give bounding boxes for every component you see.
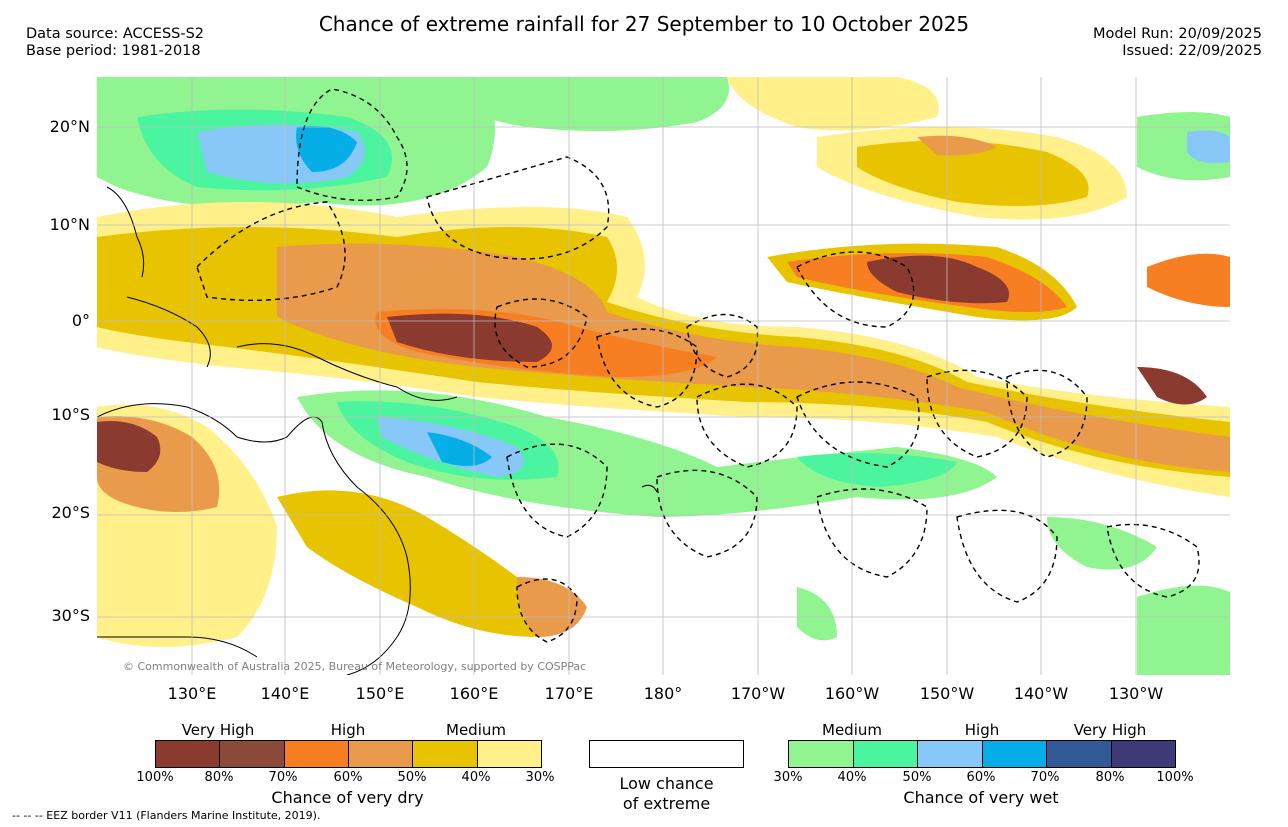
wet-colorbar bbox=[788, 740, 1176, 768]
dry-tick-40: 40% bbox=[456, 770, 496, 785]
dry-tick-80: 80% bbox=[199, 770, 239, 785]
lat-label-20n: 20°N bbox=[30, 117, 90, 136]
lat-label-10n: 10°N bbox=[30, 215, 90, 234]
wet-tick-50: 50% bbox=[897, 770, 937, 785]
dry-tick-50: 50% bbox=[392, 770, 432, 785]
lat-label-30s: 30°S bbox=[30, 606, 90, 625]
dry-level-high: High bbox=[308, 721, 388, 739]
wet-level-very-high: Very High bbox=[1060, 721, 1160, 739]
lon-label-170w: 170°W bbox=[718, 684, 798, 703]
lon-label-130e: 130°E bbox=[152, 684, 232, 703]
dry-tick-30: 30% bbox=[520, 770, 560, 785]
lon-label-160e: 160°E bbox=[434, 684, 514, 703]
wet-level-high: High bbox=[942, 721, 1022, 739]
lon-label-150w: 150°W bbox=[907, 684, 987, 703]
rainfall-map bbox=[97, 77, 1230, 675]
wet-swatch-5 bbox=[1047, 741, 1112, 767]
lat-label-20s: 20°S bbox=[30, 503, 90, 522]
dry-swatch-3 bbox=[285, 741, 349, 767]
dry-swatch-6 bbox=[478, 741, 541, 767]
dry-tick-60: 60% bbox=[328, 770, 368, 785]
data-info: Data source: ACCESS-S2 Base period: 1981… bbox=[26, 26, 204, 60]
wet-swatch-1 bbox=[789, 741, 854, 767]
map-credit: © Commonwealth of Australia 2025, Bureau… bbox=[123, 660, 586, 673]
lat-label-10s: 10°S bbox=[30, 405, 90, 424]
neutral-swatch bbox=[589, 740, 744, 768]
dry-level-medium: Medium bbox=[426, 721, 526, 739]
dry-caption: Chance of very dry bbox=[155, 788, 540, 807]
wet-tick-60: 60% bbox=[961, 770, 1001, 785]
neutral-caption-2: of extreme bbox=[589, 794, 744, 813]
dry-level-very-high: Very High bbox=[168, 721, 268, 739]
wet-caption: Chance of very wet bbox=[788, 788, 1174, 807]
data-source-label: Data source: ACCESS-S2 bbox=[26, 26, 204, 43]
neutral-caption-1: Low chance bbox=[589, 774, 744, 793]
dry-tick-70: 70% bbox=[263, 770, 303, 785]
wet-swatch-4 bbox=[983, 741, 1048, 767]
dry-swatch-1 bbox=[156, 741, 220, 767]
wet-tick-30: 30% bbox=[768, 770, 808, 785]
wet-tick-70: 70% bbox=[1025, 770, 1065, 785]
wet-tick-100: 100% bbox=[1155, 770, 1195, 785]
lat-label-0: 0° bbox=[30, 311, 90, 330]
lon-label-170e: 170°E bbox=[529, 684, 609, 703]
dry-colorbar bbox=[155, 740, 542, 768]
issued-label: Issued: 22/09/2025 bbox=[1093, 43, 1262, 60]
map-canvas bbox=[97, 77, 1230, 675]
wet-level-medium: Medium bbox=[802, 721, 902, 739]
run-info: Model Run: 20/09/2025 Issued: 22/09/2025 bbox=[1093, 26, 1262, 60]
model-run-label: Model Run: 20/09/2025 bbox=[1093, 26, 1262, 43]
dry-swatch-5 bbox=[413, 741, 477, 767]
lon-label-160w: 160°W bbox=[812, 684, 892, 703]
dry-tick-100: 100% bbox=[135, 770, 175, 785]
lon-label-180: 180° bbox=[623, 684, 703, 703]
lon-label-130w: 130°W bbox=[1096, 684, 1176, 703]
wet-tick-80: 80% bbox=[1090, 770, 1130, 785]
wet-swatch-3 bbox=[918, 741, 983, 767]
wet-swatch-6 bbox=[1112, 741, 1176, 767]
lon-label-140w: 140°W bbox=[1001, 684, 1081, 703]
lon-label-140e: 140°E bbox=[245, 684, 325, 703]
wet-tick-40: 40% bbox=[832, 770, 872, 785]
base-period-label: Base period: 1981-2018 bbox=[26, 43, 204, 60]
eez-footnote: -- -- -- EEZ border V11 (Flanders Marine… bbox=[12, 809, 320, 822]
dry-swatch-2 bbox=[220, 741, 284, 767]
lon-label-150e: 150°E bbox=[340, 684, 420, 703]
wet-swatch-2 bbox=[854, 741, 919, 767]
dry-swatch-4 bbox=[349, 741, 413, 767]
